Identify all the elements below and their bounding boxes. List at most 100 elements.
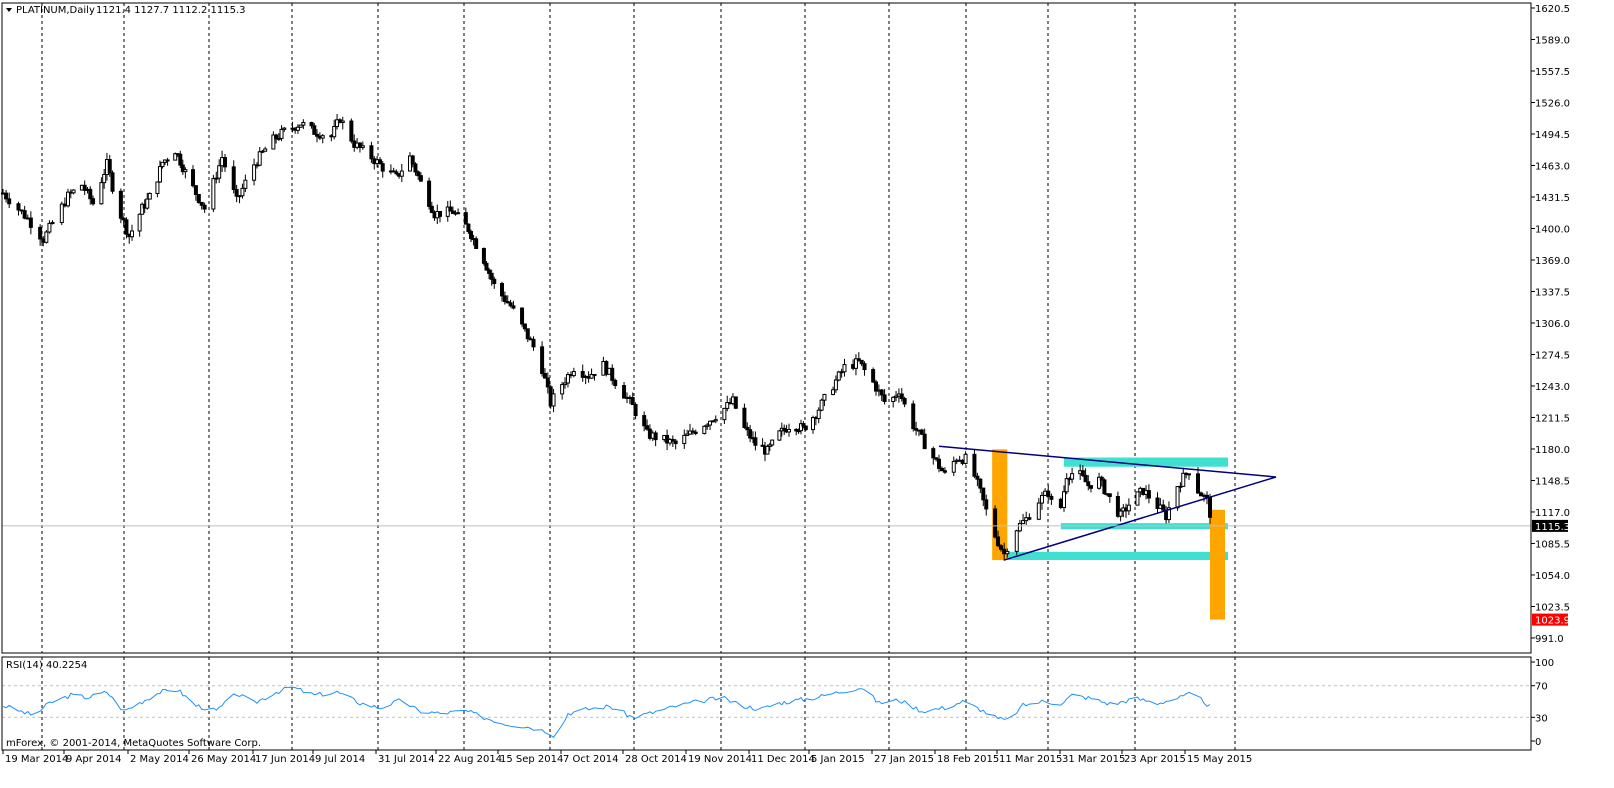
candle-bull	[271, 134, 276, 150]
candle-bear	[1049, 495, 1054, 500]
candle-bull	[1021, 520, 1026, 525]
y-tick-label: 1085.5	[1535, 539, 1570, 550]
triangle-down-icon[interactable]	[6, 8, 12, 12]
candle-bear	[481, 248, 486, 264]
candle-bear	[22, 210, 27, 219]
candle-bear	[1046, 490, 1051, 497]
candle-bear	[165, 159, 170, 162]
candle-bear	[633, 404, 638, 417]
candle-bear	[760, 444, 765, 447]
candle-bear	[937, 458, 941, 469]
candle-bull	[811, 417, 815, 431]
candle-bull	[99, 182, 104, 205]
candle-bear	[931, 448, 936, 459]
axis-layer: 1620.5 1589.0 1557.5 1526.0 1494.5 1463.0 1431…	[1, 2, 1570, 765]
candle-bull	[713, 419, 718, 422]
candle-bull	[1135, 491, 1140, 506]
y-tick-label: 1431.5	[1535, 193, 1570, 204]
candle-bear	[196, 193, 201, 203]
candle-bear	[1208, 496, 1212, 518]
candle-bear	[378, 159, 382, 165]
last-price-tag: 1115.3	[1532, 519, 1570, 533]
trendline	[1003, 476, 1277, 561]
candle-bear	[38, 226, 43, 240]
candle-bull	[1097, 476, 1102, 489]
candle-bull	[822, 393, 827, 401]
candle-bear	[124, 219, 129, 235]
candle-bear	[610, 367, 615, 381]
candle-bear	[16, 203, 21, 211]
candle-bear	[110, 172, 115, 192]
candle-bull	[1181, 472, 1186, 487]
candle-bear	[653, 432, 658, 441]
candle-bull	[1024, 517, 1029, 522]
candle-bull	[155, 181, 160, 194]
candle-bear	[782, 427, 787, 431]
y-tick-label: 1494.5	[1535, 130, 1570, 141]
y-tick-label: 1620.5	[1535, 4, 1570, 15]
candle-bear	[312, 125, 317, 135]
candle-bear	[62, 203, 67, 207]
candle-bull	[777, 430, 782, 441]
candle-bull	[842, 364, 847, 373]
candle-bull	[66, 191, 70, 207]
x-tick-label: 2 May 2014	[130, 754, 189, 765]
candle-bear	[1080, 470, 1085, 476]
candle-bull	[571, 371, 576, 377]
candle-bear	[427, 180, 432, 207]
candle-bear	[1199, 492, 1203, 497]
candle-bear	[859, 359, 864, 365]
candle-bull	[44, 231, 49, 243]
x-tick-label: 17 Jun 2014	[255, 754, 315, 765]
candle-bear	[622, 385, 627, 399]
candle-bear	[309, 121, 314, 127]
x-tick-label: 11 Dec 2014	[751, 754, 815, 765]
rsi-panel-frame	[1, 656, 1532, 751]
candle-bear	[502, 295, 507, 302]
level-price-tag: 1023.9	[1532, 613, 1570, 627]
candle-bear	[500, 283, 504, 297]
x-tick-label: 23 Apr 2015	[1124, 754, 1186, 765]
y-tick-label: 1274.5	[1535, 350, 1570, 361]
candle-bear	[934, 457, 939, 460]
candle-bear	[191, 169, 195, 187]
candle-bear	[121, 217, 126, 221]
candle-bull	[702, 425, 707, 434]
level-price-tag-text: 1023.9	[1535, 616, 1570, 627]
candle-bull	[217, 165, 222, 179]
y-tick-label: 1211.5	[1535, 413, 1570, 424]
candle-bear	[429, 205, 434, 213]
candle-bull	[894, 395, 899, 398]
candle-bear	[922, 433, 927, 450]
candle-bear	[592, 374, 597, 377]
candle-bear	[972, 453, 977, 477]
candle-bear	[231, 166, 236, 190]
candle-bear	[531, 338, 536, 348]
candle-bear	[1002, 548, 1007, 555]
candle-bear	[871, 369, 876, 383]
candle-bull	[257, 151, 262, 166]
candle-bull	[140, 203, 145, 215]
candle-bear	[996, 536, 1001, 547]
candle-bull	[563, 382, 567, 386]
candle-bull	[340, 120, 345, 123]
candle-bear	[803, 425, 808, 431]
candle-bear	[975, 475, 980, 480]
y-tick-label: 1369.0	[1535, 256, 1570, 267]
candle-bear	[448, 206, 453, 212]
candle-bull	[1036, 502, 1041, 520]
candle-bear	[520, 307, 525, 325]
candle-bull	[157, 166, 162, 183]
x-tick-label: 18 Feb 2015	[937, 754, 999, 765]
candle-bear	[88, 188, 93, 200]
candle-bear	[540, 346, 545, 375]
candle-bear	[911, 403, 916, 430]
candle-bear	[357, 142, 362, 148]
candle-bull	[147, 192, 152, 200]
candle-bear	[748, 429, 753, 439]
y-tick-label: 1023.5	[1535, 602, 1570, 613]
candle-bear	[180, 164, 185, 173]
candle-bull	[279, 128, 284, 139]
